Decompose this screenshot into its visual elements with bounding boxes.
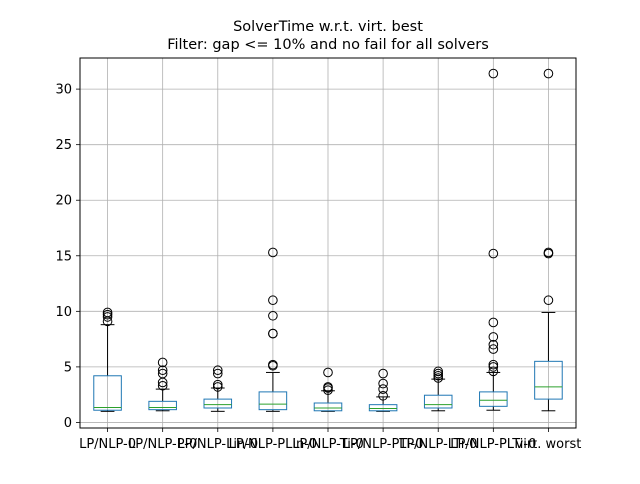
y-axis-ticks: 0 5 10 15 20 25 30 — [55, 83, 80, 431]
flier-point — [543, 68, 554, 79]
box-group — [423, 366, 453, 412]
x-tick-label: virt. worst — [516, 437, 582, 452]
flier-point — [488, 366, 499, 377]
chart-subtitle: Filter: gap <= 10% and no fail for all s… — [167, 37, 489, 53]
flier-point — [212, 368, 223, 379]
flier-point — [543, 247, 554, 258]
flier-point — [323, 382, 333, 392]
grid-lines — [80, 58, 576, 428]
y-tick-label: 25 — [55, 138, 72, 153]
box-series — [93, 68, 563, 412]
flier-point — [543, 295, 554, 306]
box-group — [148, 357, 177, 412]
flier-point — [102, 309, 113, 320]
plot-frame — [79, 57, 577, 429]
flier-point — [157, 380, 168, 391]
flier-point — [378, 390, 388, 401]
box-group — [258, 247, 288, 412]
x-axis-ticks: LP/NLP-0LP/NLP-P-0LP/NLP-Lin-0LP/NLP-PLi… — [79, 428, 581, 452]
flier-point — [378, 368, 388, 379]
x-tick-label: LP/NLP-P-0 — [128, 437, 197, 452]
flier-point — [268, 310, 278, 321]
flier-point — [488, 317, 499, 328]
flier-point — [433, 366, 444, 377]
flier-point — [268, 359, 278, 370]
flier-point — [323, 385, 333, 396]
flier-point — [212, 382, 223, 392]
y-tick-label: 30 — [55, 83, 72, 98]
flier-point — [488, 362, 499, 372]
x-tick-label: LP/NLP-PLTi-0 — [450, 437, 536, 452]
x-tick-label: LP/NLP-LTi-0 — [399, 437, 477, 452]
flier-point — [323, 367, 333, 378]
flier-point — [157, 368, 168, 379]
flier-point — [268, 328, 278, 339]
flier-point — [488, 339, 499, 350]
flier-point — [102, 312, 113, 322]
chart-title: SolverTime w.r.t. virt. best — [233, 19, 423, 35]
flier-point — [488, 68, 499, 79]
x-tick-label: LP/NLP-0 — [79, 437, 136, 452]
box-group — [479, 68, 508, 411]
box-group — [203, 365, 233, 412]
box-iqr — [203, 398, 233, 409]
box-iqr — [423, 394, 453, 409]
box-iqr — [368, 404, 398, 412]
flier-point — [433, 368, 444, 379]
flier-point — [102, 307, 113, 318]
flier-point — [433, 373, 444, 383]
flier-point — [212, 365, 223, 376]
flier-point — [378, 384, 388, 394]
x-tick-label: LP/NLP-Lin-0 — [177, 437, 258, 452]
y-tick-label: 15 — [55, 249, 72, 264]
x-tick-label: LP/NLP-Ti-0 — [292, 437, 364, 452]
box-group — [534, 68, 563, 412]
flier-point — [157, 357, 168, 368]
x-tick-label: LP/NLP-PTi-0 — [343, 437, 424, 452]
flier-point — [268, 247, 278, 258]
box-iqr — [479, 391, 508, 407]
flier-point — [488, 359, 499, 370]
flier-point — [157, 365, 168, 376]
box-iqr — [313, 402, 343, 412]
box-iqr — [93, 375, 122, 411]
flier-point — [488, 248, 499, 259]
flier-point — [488, 344, 499, 354]
y-tick-label: 20 — [55, 194, 72, 209]
box-iqr — [148, 400, 177, 411]
flier-point — [488, 332, 499, 342]
y-tick-label: 10 — [55, 305, 72, 320]
x-tick-label: LP/NLP-PLin-0 — [229, 437, 318, 452]
flier-point — [433, 370, 444, 381]
box-iqr — [258, 391, 288, 411]
box-group — [313, 367, 343, 412]
flier-point — [212, 379, 223, 390]
box-group — [93, 307, 122, 412]
box-group — [368, 368, 398, 412]
y-tick-label: 0 — [64, 416, 72, 431]
flier-point — [268, 295, 278, 306]
flier-point — [378, 378, 388, 389]
box-iqr — [534, 360, 563, 400]
y-tick-label: 5 — [64, 360, 72, 375]
